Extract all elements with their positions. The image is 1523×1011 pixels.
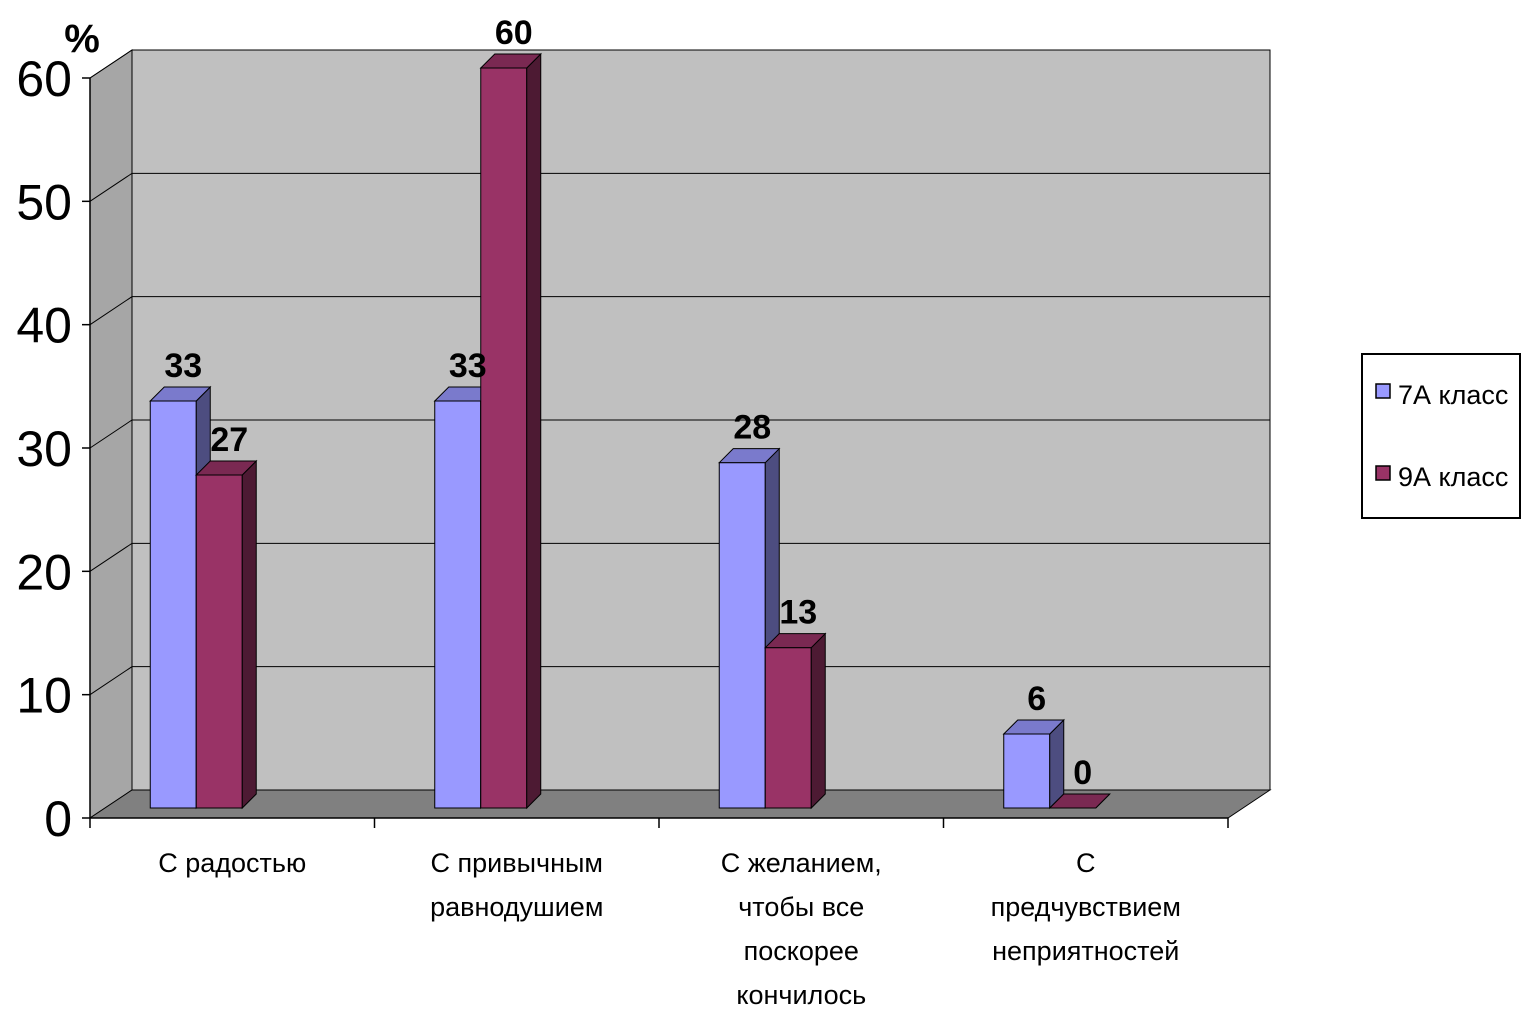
gridline [89,172,1270,202]
bar-front [195,474,243,809]
chart-walls [88,49,1272,819]
bar-top [764,633,827,649]
category-label-line: С желанием, [721,848,882,878]
legend-label: 7А класс [1398,380,1508,410]
data-label: 0 [1073,754,1092,792]
legend-label: 9А класс [1398,462,1508,492]
legend: 7А класс 9А класс [1361,353,1521,519]
bar-side [1049,718,1065,810]
bar-front [1003,733,1051,809]
category-label-line: поскорее [744,936,859,966]
category-label-line: С привычным [431,848,603,878]
gridline [89,296,1270,326]
gridline [89,49,1270,79]
category-label: С желанием, чтобы все поскорее кончилось [721,848,882,1010]
category-label: С радостью [158,848,306,878]
category-label-line: равнодушием [430,892,603,922]
bar-front [718,462,766,809]
legend-swatch [1375,383,1391,399]
data-label: 27 [210,421,248,459]
bar-side [810,632,826,810]
bar-top [195,460,258,476]
bar-top [149,386,212,402]
axes [82,77,1229,828]
bar-top [1002,719,1065,735]
category-label-line: неприятностей [992,936,1179,966]
data-label: 6 [1027,680,1046,718]
data-label: 28 [733,409,771,447]
bar-top [1048,793,1111,809]
legend-box [1361,353,1521,519]
data-label: 33 [164,347,202,385]
data-label: 13 [779,594,817,632]
data-label: 60 [495,14,533,52]
y-tick-label: 40 [16,298,72,354]
category-label-line: С радостью [158,848,306,878]
bar-top [479,53,542,69]
category-label-line: кончилось [736,980,866,1010]
category-label-line: чтобы все [738,892,864,922]
bars [149,52,1111,810]
bar-front [149,400,197,809]
data-label: 33 [449,347,487,385]
y-tick-label: 50 [16,174,72,230]
y-tick-label: 20 [16,544,72,600]
y-tick-label: 10 [16,668,72,724]
category-label-line: С [1076,848,1096,878]
bar-top [718,448,781,464]
bar-front [434,400,482,809]
y-tick-label: 0 [44,791,72,847]
gridline [89,666,1270,696]
gridline [89,419,1270,449]
bar-side [526,52,542,810]
gridline [89,542,1270,572]
y-unit-label: % [64,17,100,61]
y-tick-label: 30 [16,421,72,477]
y-tick-label: 60 [16,51,72,107]
bar-front [764,647,812,809]
legend-swatch [1375,465,1391,481]
bar-front [480,67,528,809]
bar-side [241,459,257,810]
gridlines [89,49,1270,696]
category-label: С привычным равнодушием [430,848,603,922]
category-label-line: предчувствием [991,892,1181,922]
